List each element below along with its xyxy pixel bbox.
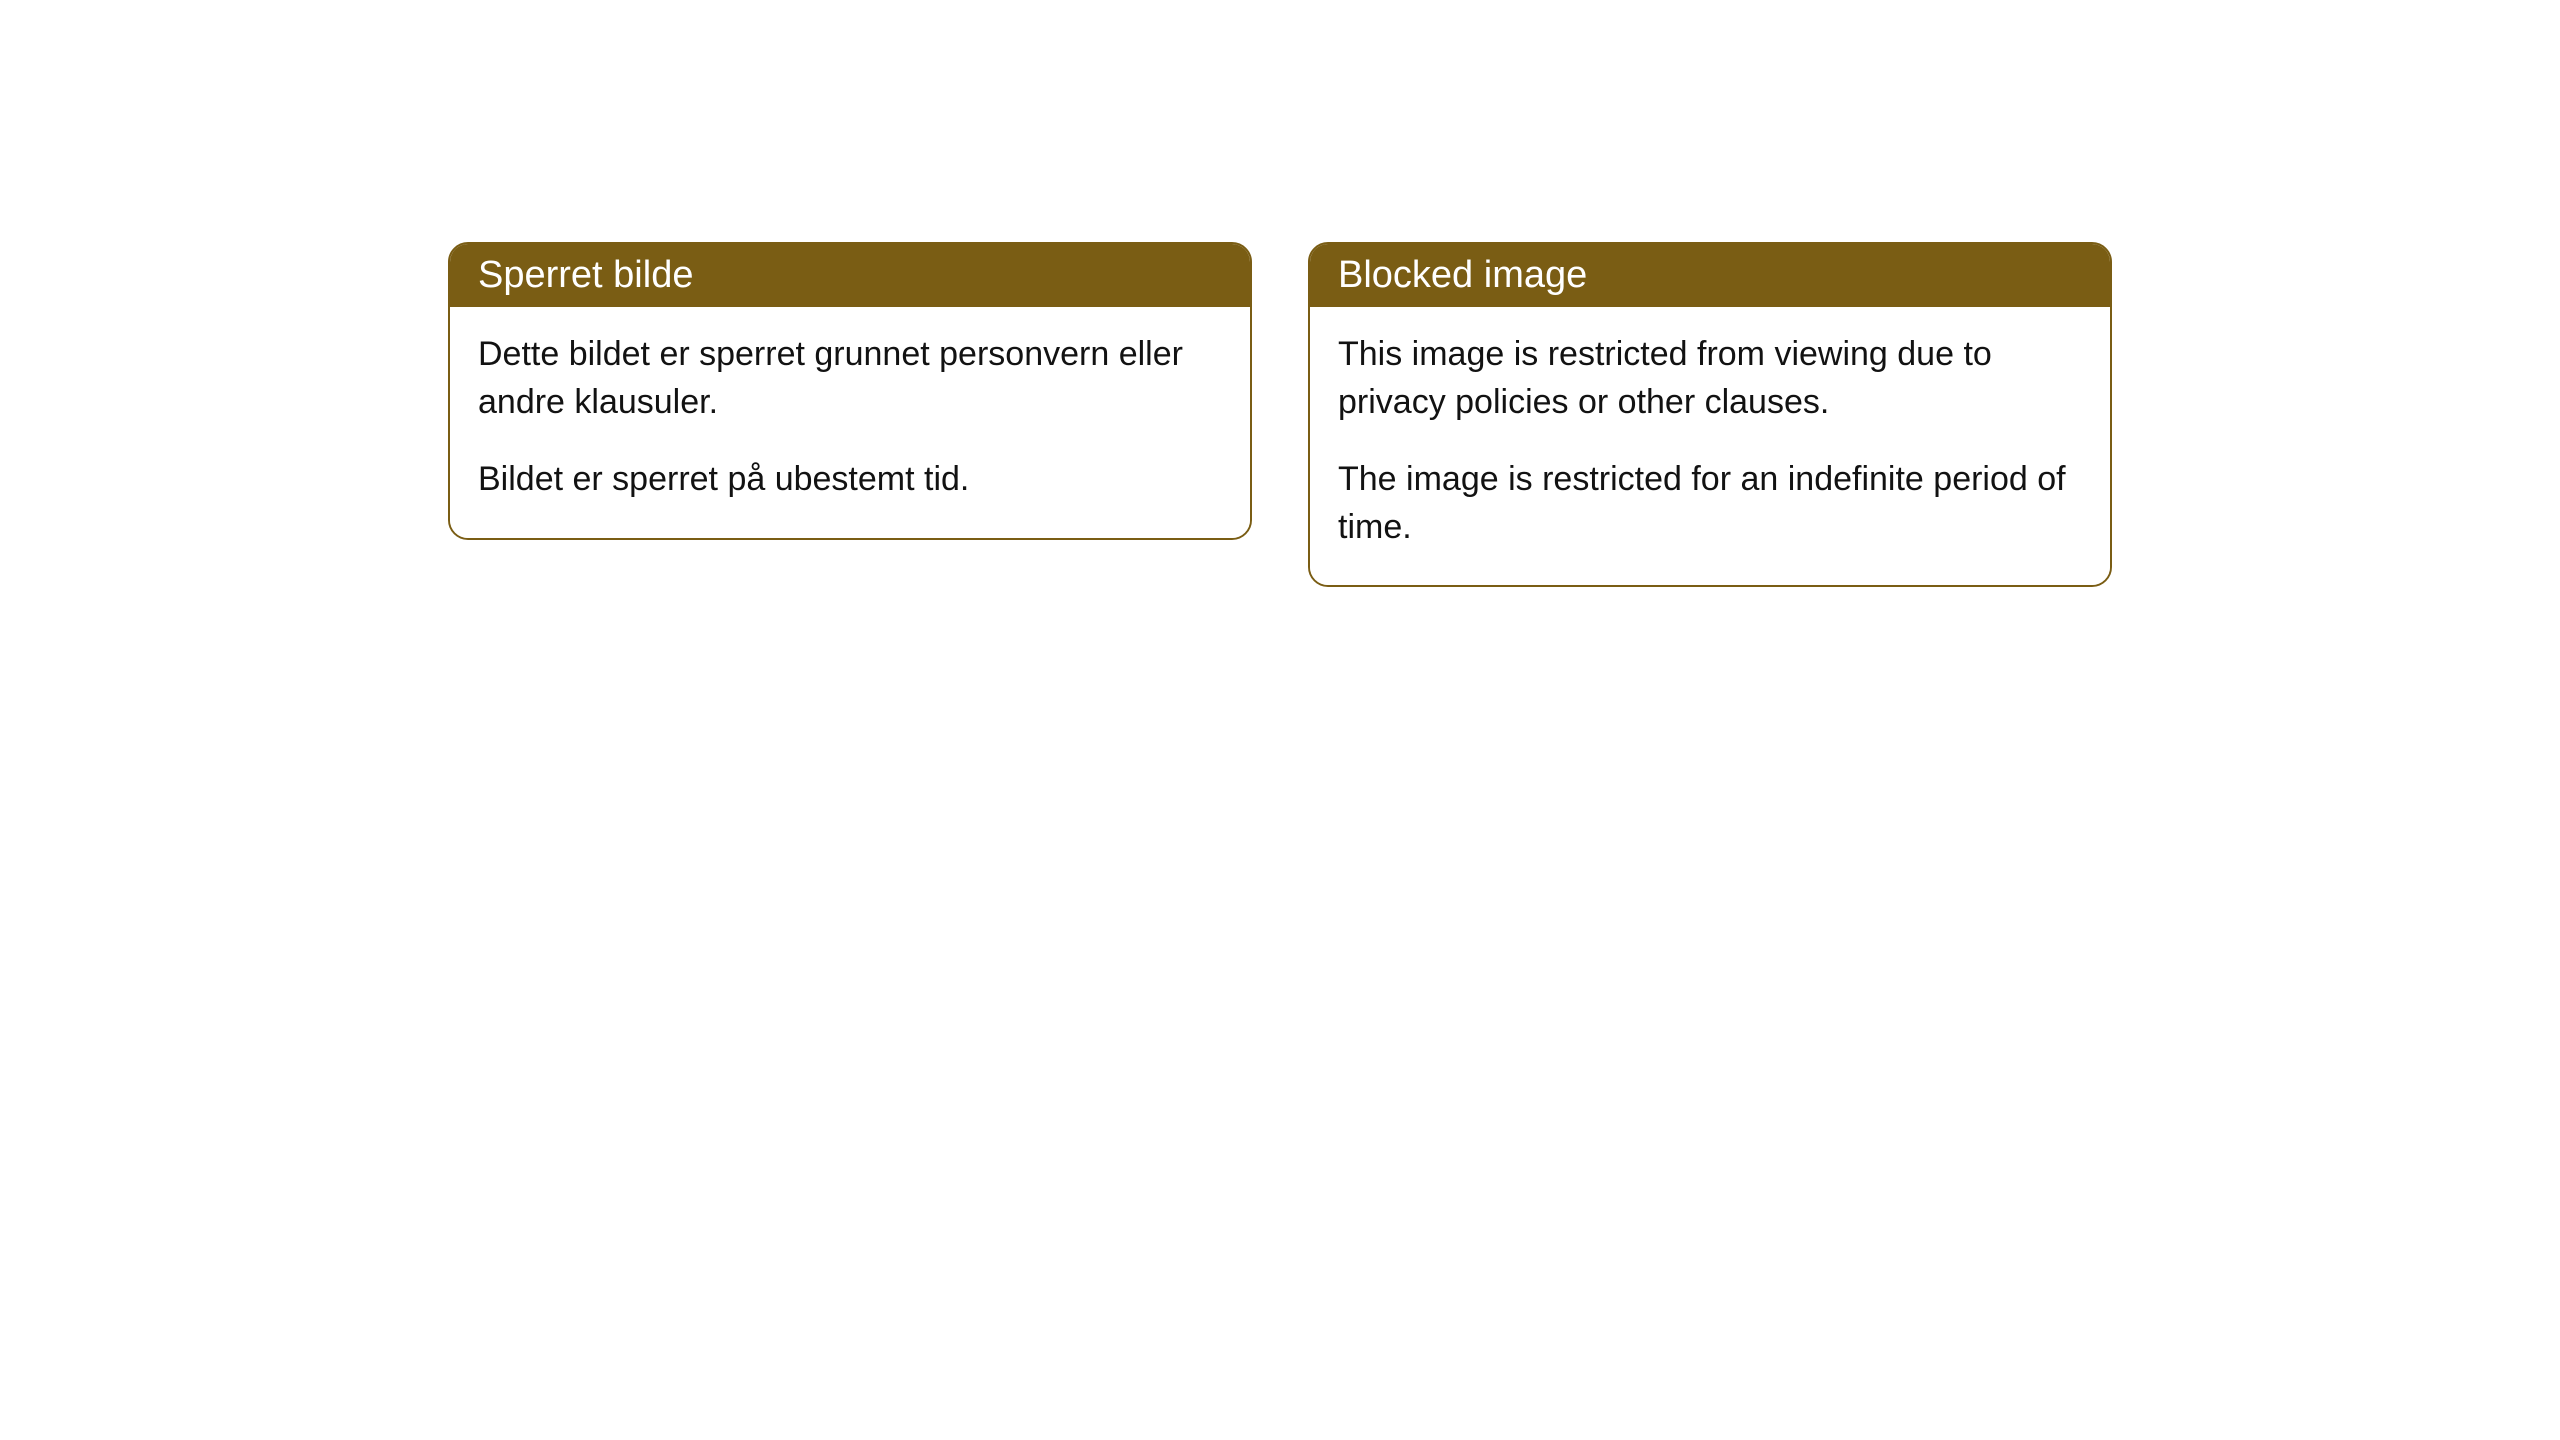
card-title: Sperret bilde (478, 254, 693, 296)
notice-card-norwegian: Sperret bilde Dette bildet er sperret gr… (448, 242, 1252, 540)
notice-card-english: Blocked image This image is restricted f… (1308, 242, 2112, 587)
card-body: Dette bildet er sperret grunnet personve… (450, 307, 1250, 538)
card-paragraph: The image is restricted for an indefinit… (1338, 456, 2082, 551)
card-header: Sperret bilde (450, 244, 1250, 307)
card-paragraph: This image is restricted from viewing du… (1338, 331, 2082, 426)
card-paragraph: Bildet er sperret på ubestemt tid. (478, 456, 1222, 504)
card-title: Blocked image (1338, 254, 1587, 296)
card-body: This image is restricted from viewing du… (1310, 307, 2110, 585)
card-header: Blocked image (1310, 244, 2110, 307)
card-paragraph: Dette bildet er sperret grunnet personve… (478, 331, 1222, 426)
